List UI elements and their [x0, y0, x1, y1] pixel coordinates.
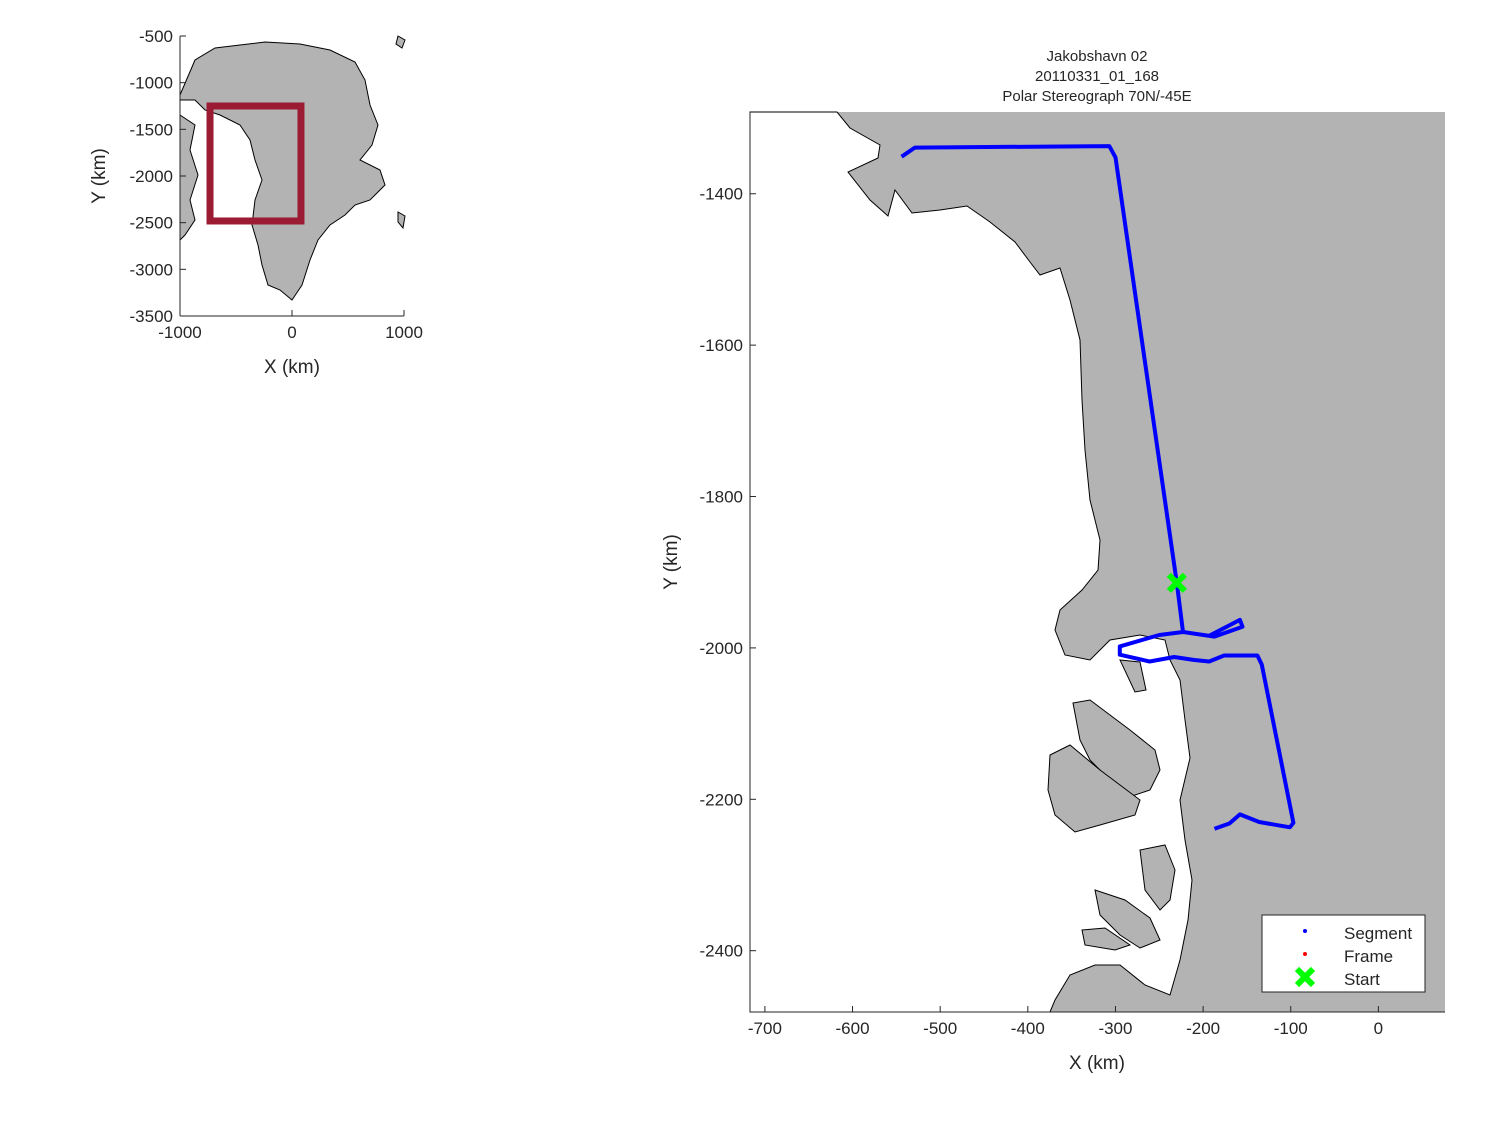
title-line-2: 20110331_01_168 [1035, 68, 1159, 85]
island [1139, 844, 1176, 911]
y-axis-label: Y (km) [661, 534, 682, 590]
x-tick-label: -600 [836, 1019, 870, 1038]
title-line-1: Jakobshavn 02 [1047, 48, 1148, 65]
x-tick-label: -400 [1011, 1019, 1045, 1038]
y-tick-label: -1500 [130, 120, 173, 139]
x-tick-label: -200 [1186, 1019, 1220, 1038]
legend-start-label: Start [1344, 970, 1380, 989]
island [395, 35, 406, 49]
y-tick-label: -2200 [700, 790, 743, 809]
start-marker [1166, 572, 1187, 593]
x-axis-label: X (km) [1069, 1053, 1125, 1074]
x-tick-label: -300 [1098, 1019, 1132, 1038]
island [1072, 699, 1161, 801]
x-tick-label: 0 [287, 323, 296, 342]
y-tick-label: -2000 [130, 167, 173, 186]
island [397, 211, 406, 230]
y-tick-label: -1800 [700, 488, 743, 507]
x-tick-label: -100 [1274, 1019, 1308, 1038]
legend-frame-marker [1303, 952, 1307, 956]
x-axis-label: X (km) [264, 357, 320, 378]
x-tick-label: 0 [1374, 1019, 1383, 1038]
island [1119, 659, 1147, 693]
x-tick-label: 1000 [385, 323, 423, 342]
y-tick-label: -500 [139, 27, 173, 46]
y-tick-label: -3500 [130, 307, 173, 326]
x-tick-label: -700 [748, 1019, 782, 1038]
legend-segment-label: Segment [1344, 924, 1412, 943]
region-box [206, 102, 305, 225]
legend-segment-marker [1303, 929, 1307, 933]
greenland-west-coast [179, 114, 199, 242]
y-tick-label: -1000 [130, 74, 173, 93]
y-tick-label: -3000 [130, 260, 173, 279]
island [1047, 744, 1141, 833]
title-line-3: Polar Stereograph 70N/-45E [1002, 88, 1191, 105]
main-map: -700 -600 -500 -400 -300 -200 -100 0 -2400 -2200 -… [661, 48, 1445, 1074]
island [1081, 927, 1132, 951]
y-tick-label: -1600 [700, 336, 743, 355]
legend-start-marker [1294, 966, 1316, 988]
island [1094, 889, 1161, 949]
x-tick-label: -500 [923, 1019, 957, 1038]
legend-frame-label: Frame [1344, 947, 1393, 966]
y-axis-label: Y (km) [89, 148, 110, 204]
overview-map: -1000 0 1000 -3500 -3000 -2500 -2000 -1500 -1000… [89, 27, 423, 378]
y-tick-label: -2400 [700, 942, 743, 961]
y-tick-label: -2000 [700, 639, 743, 658]
segment-line [900, 144, 1296, 831]
x-tick-label: -1000 [158, 323, 201, 342]
legend[interactable]: Segment Frame Start [1261, 914, 1426, 993]
y-tick-label: -2500 [130, 214, 173, 233]
y-tick-label: -1400 [700, 185, 743, 204]
